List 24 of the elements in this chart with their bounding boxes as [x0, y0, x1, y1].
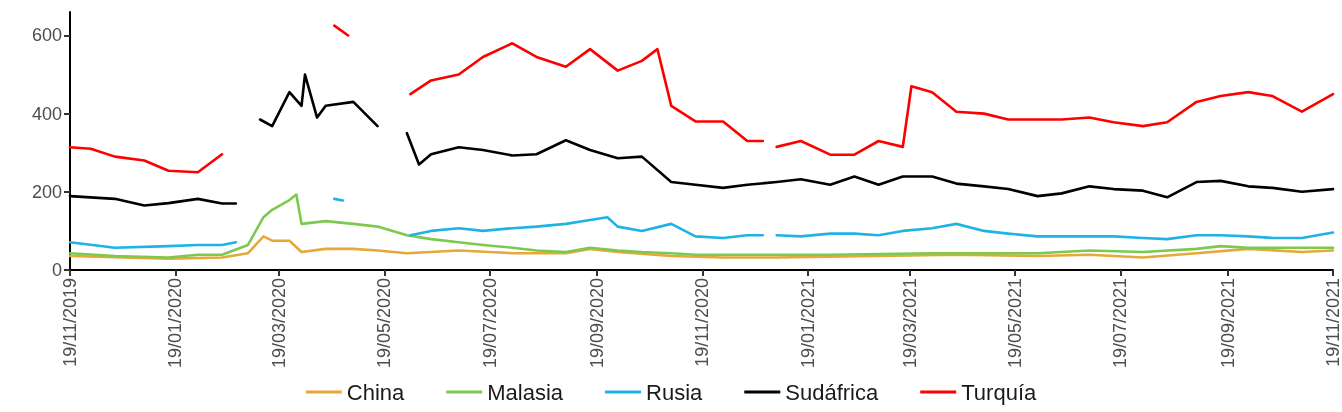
x-tick-label: 19/07/2020 — [479, 278, 500, 369]
x-tick-label: 19/03/2020 — [269, 278, 290, 369]
y-tick-label: 200 — [31, 181, 62, 202]
x-tick-label: 19/11/2021 — [1323, 278, 1342, 367]
line-series — [68, 235, 1335, 260]
x-tick-label: 19/01/2020 — [165, 278, 186, 369]
x-tick-label: 19/11/2019 — [60, 278, 80, 367]
legend-label: Malasia — [487, 379, 564, 405]
legend-label: Sudáfrica — [785, 379, 879, 405]
y-tick-label: 600 — [31, 25, 62, 46]
x-tick-label: 19/11/2020 — [692, 278, 713, 367]
x-tick-label: 19/09/2020 — [586, 278, 607, 369]
x-tick-label: 19/01/2021 — [797, 278, 818, 369]
legend-label: China — [346, 379, 406, 405]
y-tick-label: 400 — [31, 103, 62, 124]
legend-label: Rusia — [646, 379, 704, 405]
x-tick-label: 19/05/2021 — [1005, 278, 1026, 369]
x-tick-label: 19/05/2020 — [374, 278, 395, 369]
line-series — [68, 193, 1335, 259]
legend-label: Turquía — [961, 379, 1037, 405]
y-tick-label: 0 — [51, 260, 62, 280]
x-tick-label: 19/07/2021 — [1110, 278, 1131, 369]
x-tick-label: 19/09/2021 — [1217, 278, 1238, 369]
x-tick-label: 19/03/2021 — [899, 278, 920, 369]
